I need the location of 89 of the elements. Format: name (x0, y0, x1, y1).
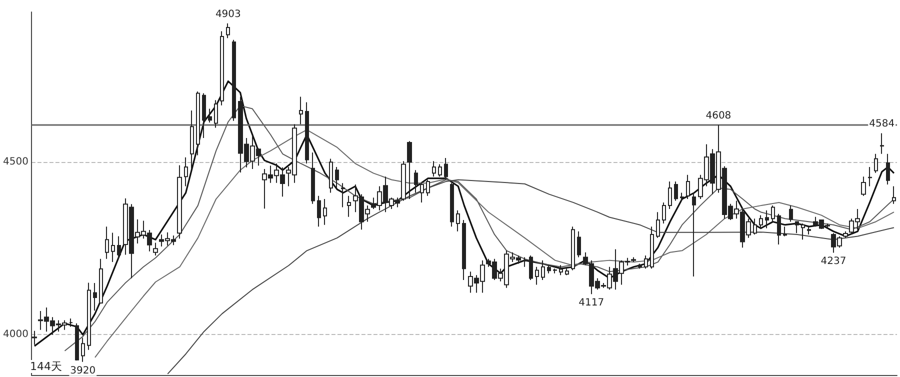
candlestick (81, 337, 85, 362)
candlestick (765, 210, 769, 229)
candlestick (432, 160, 436, 178)
candlestick (117, 236, 121, 260)
candlestick (462, 220, 466, 280)
candlestick (777, 213, 781, 245)
candlestick (220, 30, 224, 106)
annotation: 4237 (820, 256, 846, 268)
candlestick (105, 226, 109, 260)
candlestick (87, 282, 91, 350)
candlestick (801, 222, 805, 240)
candlestick (32, 330, 37, 346)
candlestick (843, 230, 848, 238)
candlestick (571, 226, 575, 271)
candlestick (656, 212, 660, 238)
annotation: 4608 (706, 110, 732, 122)
candlestick (420, 182, 424, 203)
candlestick (668, 180, 672, 210)
candlestick (650, 226, 654, 270)
candlestick (795, 221, 799, 234)
candlestick (759, 214, 763, 229)
candlestick (880, 132, 884, 154)
candlestick (541, 260, 545, 280)
candlestick (692, 192, 696, 277)
candlestick (631, 256, 636, 263)
y-tick-label: 4000 (2, 328, 28, 340)
candlestick (456, 210, 460, 232)
candlestick (153, 242, 158, 256)
candlestick (529, 254, 533, 280)
candlestick (214, 100, 218, 128)
annotation: 4903 (215, 8, 241, 20)
candlestick (111, 232, 115, 263)
candlestick (317, 195, 321, 228)
candlestick (341, 182, 345, 208)
candlestick (789, 205, 793, 222)
candlestick (414, 170, 418, 194)
line-series (94, 129, 894, 358)
candlestick (99, 258, 103, 304)
candlestick (753, 218, 757, 235)
candlestick (674, 180, 678, 202)
candlestick (177, 164, 182, 240)
candlestick (329, 158, 333, 194)
candlestick (305, 102, 309, 164)
candlestick (299, 96, 303, 125)
candlestick (323, 198, 327, 226)
candlestick (547, 264, 551, 274)
candlestick (559, 264, 563, 276)
candlestick (75, 322, 79, 362)
candlestick (644, 254, 648, 270)
candlestick (444, 158, 448, 180)
candlestick (577, 230, 581, 258)
candlestick (535, 266, 539, 286)
candlestick (196, 91, 200, 156)
candlestick (783, 226, 787, 237)
candlestick (662, 202, 666, 224)
y-tick-label: 4500 (2, 156, 28, 168)
candlestick (807, 226, 811, 235)
annotation: 3920 (70, 365, 96, 376)
candlestick (438, 164, 442, 178)
candlestick (311, 152, 315, 204)
candlestick (335, 166, 339, 188)
candlestick (686, 174, 690, 200)
candlestick (232, 39, 236, 122)
candlestick (190, 110, 194, 170)
candlestick (69, 318, 73, 328)
candlestick (426, 179, 430, 196)
candlestick (868, 166, 872, 187)
candlestick (202, 92, 206, 139)
candlestick (401, 160, 406, 202)
candlestick (347, 195, 351, 218)
annotation: 4117 (578, 298, 604, 309)
candlestick (184, 156, 188, 187)
candlestick (771, 205, 775, 222)
candlestick (407, 140, 412, 200)
candlestick (208, 108, 212, 124)
candlestick (93, 282, 97, 312)
candlestick (874, 153, 878, 174)
annotation: 4584 (869, 118, 895, 130)
candlestick (553, 268, 557, 274)
candlestick (680, 192, 684, 202)
candlestick (565, 268, 569, 276)
candlestick (226, 22, 230, 39)
annotation: 144天 (30, 360, 62, 373)
candlestick (886, 153, 890, 186)
candlestick (892, 186, 896, 204)
candlestick (861, 176, 866, 196)
candlestick (638, 263, 642, 270)
candlestick (450, 182, 454, 228)
candlestick (523, 256, 527, 268)
